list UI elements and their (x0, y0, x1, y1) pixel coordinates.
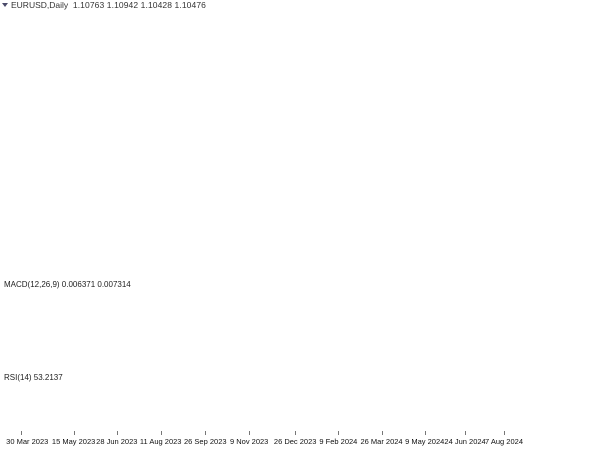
date-axis: 30 Mar 2023 15 May 2023 28 Jun 2023 11 Aug … (0, 431, 600, 450)
date-tick-mark (116, 431, 118, 435)
date-tick-mark (465, 431, 467, 435)
date-tick-mark (295, 431, 297, 435)
date-tick-label: 9 May 2024 (405, 437, 445, 446)
date-tick-label: 26 Sep 2023 (184, 437, 227, 446)
date-tick-label: 15 May 2023 (51, 437, 96, 446)
date-tick-mark (504, 431, 506, 435)
date-tick-mark (338, 431, 340, 435)
date-tick-label: 30 Mar 2023 (6, 437, 49, 446)
chart-header: EURUSD,Daily 1.10763 1.10942 1.10428 1.1… (2, 0, 206, 10)
date-tick-label: 26 Dec 2023 (273, 437, 317, 446)
date-tick-label: 26 Mar 2024 (360, 437, 403, 446)
quote-values: 1.10763 1.10942 1.10428 1.10476 (72, 0, 206, 10)
date-tick-mark (424, 431, 426, 435)
date-tick-label: 28 Jun 2023 (96, 437, 138, 446)
date-tick-label: 9 Feb 2024 (319, 437, 358, 446)
rsi-header-label: RSI(14) 53.2137 (3, 373, 64, 382)
macd-header-label: MACD(12,26,9) 0.006371 0.007314 (3, 280, 132, 289)
date-tick-label: 9 Nov 2023 (229, 437, 269, 446)
date-tick-mark (381, 431, 383, 435)
date-tick-mark (73, 431, 75, 435)
date-tick-mark (205, 431, 207, 435)
date-tick-label: 24 Jun 2024 (444, 437, 486, 446)
date-tick-mark (21, 431, 23, 435)
date-tick-label: 11 Aug 2023 (139, 437, 182, 446)
date-tick-label: 7 Aug 2024 (485, 437, 523, 446)
date-tick-mark (249, 431, 251, 435)
chevron-down-icon[interactable] (2, 3, 8, 8)
symbol-label[interactable]: EURUSD,Daily (11, 0, 69, 10)
date-tick-mark (160, 431, 162, 435)
